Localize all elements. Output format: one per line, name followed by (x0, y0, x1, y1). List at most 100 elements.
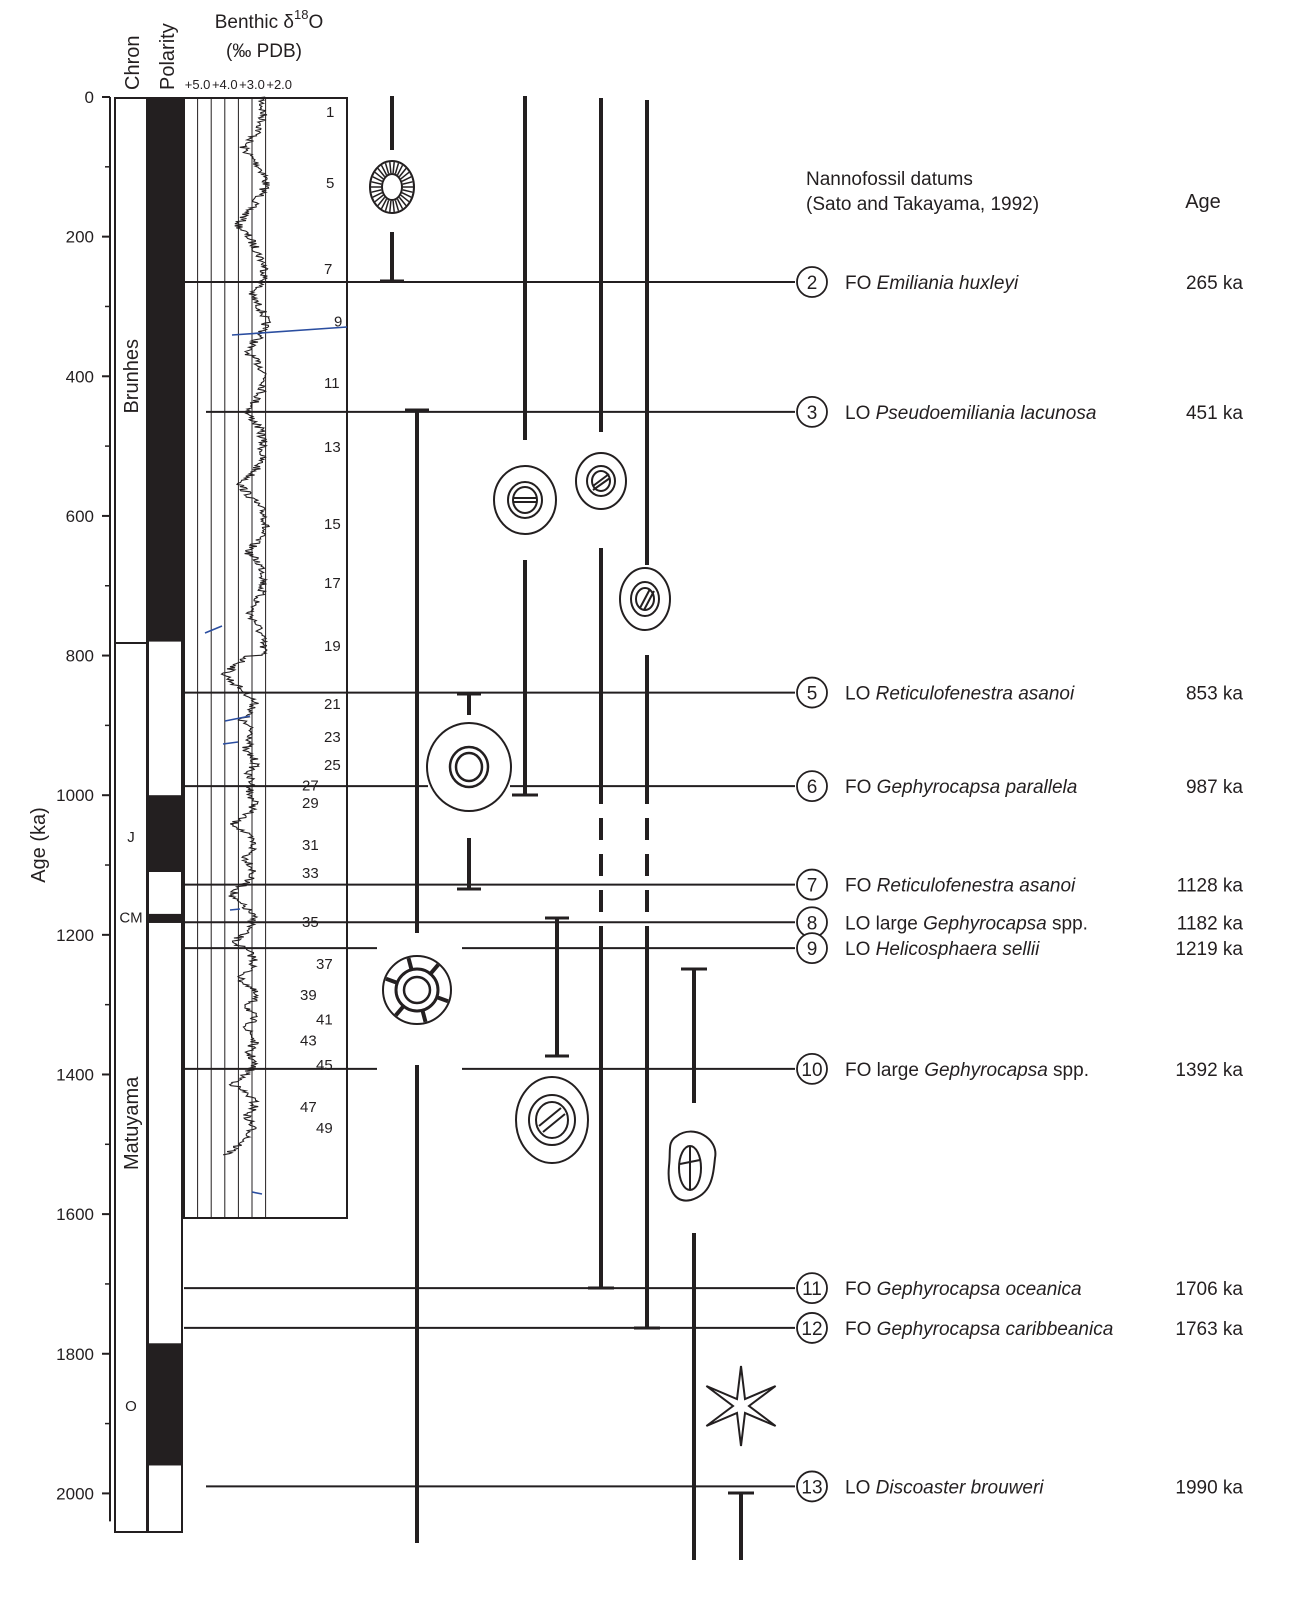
ehux-spoke (371, 189, 382, 193)
fossil-helicosphaera-sellii-icon (667, 1130, 717, 1202)
age-axis-tick-label: 1200 (56, 926, 94, 945)
ehux-spoke (401, 192, 412, 198)
isotope-units: (‰ PDB) (226, 41, 302, 62)
polarity-header: Polarity (157, 23, 179, 90)
isotope-tick-labels: +5.0 +4.0 +3.0 +2.0 (185, 77, 292, 92)
normal-polarity-block (148, 913, 182, 923)
isotope-stage-label: 43 (300, 1033, 317, 1050)
chron-label: CM (119, 909, 142, 926)
ehux-spoke (372, 192, 383, 198)
datum-event: FO (845, 876, 877, 897)
isotope-stage-label: 15 (324, 516, 341, 533)
isotope-stage-label: 37 (316, 956, 333, 973)
chron-label: J (127, 829, 135, 846)
datums-header-age: Age (1185, 191, 1221, 213)
age-axis-tick-label: 1800 (56, 1345, 94, 1364)
isotope-stage-label: 17 (324, 575, 341, 592)
lacunosa-bar (429, 963, 440, 975)
datum-taxon: Gephyrocapsa (924, 1060, 1048, 1081)
ehux-spoke (389, 200, 392, 212)
datum-name: LO Reticulofenestra asanoi (845, 684, 1075, 705)
datum-age: 1219 ka (1175, 939, 1243, 960)
datum-event: FO (845, 1319, 877, 1340)
isotope-blue-segment (231, 326, 348, 336)
datum-event: LO large (845, 913, 923, 934)
datum-age: 1706 ka (1175, 1279, 1243, 1300)
ehux-spoke (398, 196, 407, 207)
datum-event: LO (845, 403, 876, 424)
isotope-stage-label: 45 (316, 1057, 333, 1074)
datum-number-circle (796, 770, 828, 803)
isotope-stage-label: 33 (302, 865, 319, 882)
normal-polarity-block (148, 1343, 182, 1466)
datum-number: 2 (807, 273, 818, 294)
datum-number: 13 (801, 1477, 822, 1498)
lacunosa-bar (385, 976, 397, 985)
ehux-spoke (402, 189, 413, 193)
datum-number-circle (796, 395, 828, 428)
datum-age: 987 ka (1186, 777, 1243, 798)
ehux-spoke (374, 171, 384, 180)
isotope-curve (220, 96, 272, 1156)
isotope-blue-segment (229, 908, 241, 911)
ehux-spoke (401, 176, 412, 182)
datum-number-circle (796, 932, 828, 965)
chron-labels: Brunhes J CM Matuyama O (119, 339, 143, 1415)
ehux-spoke (374, 194, 384, 203)
datum-number-circle (796, 1312, 828, 1344)
ehux-spoke (400, 171, 410, 180)
age-axis-tick-label: 1600 (56, 1205, 94, 1224)
lacunosa-bar (420, 1010, 428, 1023)
isotope-stage-label: 41 (316, 1012, 333, 1029)
ehux-spoke (372, 176, 383, 182)
datum-age: 451 ka (1186, 403, 1243, 424)
datum-taxon: Gephyrocapsa oceanica (877, 1279, 1082, 1300)
datums-header-line2: (Sato and Takayama, 1992) (806, 194, 1039, 215)
age-axis-tick-label: 800 (66, 647, 94, 666)
isotope-stage-label: 47 (300, 1099, 317, 1116)
datum-taxon: Gephyrocapsa (923, 913, 1047, 934)
datum-taxon: Gephyrocapsa parallela (877, 777, 1078, 798)
age-axis: 0 200 400 600 800 1000 1200 1400 1600 1800 2000 (56, 88, 111, 1522)
isotope-tick-label: +5.0 (185, 77, 211, 92)
datum-name: LO Discoaster brouweri (845, 1477, 1044, 1498)
age-axis-label: Age (ka) (28, 807, 50, 883)
datum-event: LO (845, 684, 876, 705)
ehux-spoke (400, 194, 410, 203)
datum-event: FO (845, 273, 877, 294)
datum-name: FO Emiliania huxleyi (845, 273, 1019, 294)
fossil-gephyrocapsa-oceanica-icon (575, 452, 627, 510)
datum-lines (184, 281, 795, 1488)
datum-age: 1990 ka (1175, 1477, 1243, 1498)
chron-label: O (125, 1398, 137, 1415)
datum-taxon: Discoaster brouweri (876, 1477, 1045, 1498)
isotope-stage-label: 39 (300, 987, 317, 1004)
fossil-gephyrocapsa-caribbeanica-icon (619, 567, 671, 631)
fossil-pseudoemiliania-lacunosa-icon (382, 955, 452, 1025)
age-axis-tick-label: 1400 (56, 1065, 94, 1084)
age-axis-tick-label: 200 (66, 228, 94, 247)
datum-taxon: Emiliania huxleyi (877, 273, 1019, 294)
datum-number: 12 (801, 1319, 822, 1340)
datum-number-circle (796, 266, 828, 298)
datum-number: 6 (807, 777, 818, 798)
isotope-stage-label: 1 (326, 104, 334, 121)
chron-column (114, 97, 148, 1533)
datum-age: 265 ka (1186, 273, 1243, 294)
datum-name: LO Helicosphaera sellii (845, 939, 1040, 960)
datum-number: 3 (807, 403, 818, 424)
datum-name: FO Reticulofenestra asanoi (845, 876, 1076, 897)
datum-name: FO large Gephyrocapsa spp. (845, 1060, 1089, 1081)
isotope-stage-label: 21 (324, 696, 341, 713)
datum-number: 7 (807, 876, 818, 897)
isotope-stage-label: 9 (334, 313, 342, 330)
ehux-spoke (398, 167, 407, 178)
datum-labels: 2 FO Emiliania huxleyi 265 ka 3 LO Pseudoemi… (796, 266, 1244, 1503)
range-bars (380, 96, 754, 1560)
chron-header: Chron (122, 36, 144, 90)
datum-number-circle (796, 1470, 828, 1503)
isotope-gridlines (197, 98, 267, 1218)
lacunosa-bar (437, 995, 449, 1004)
datum-age: 1182 ka (1177, 913, 1244, 934)
